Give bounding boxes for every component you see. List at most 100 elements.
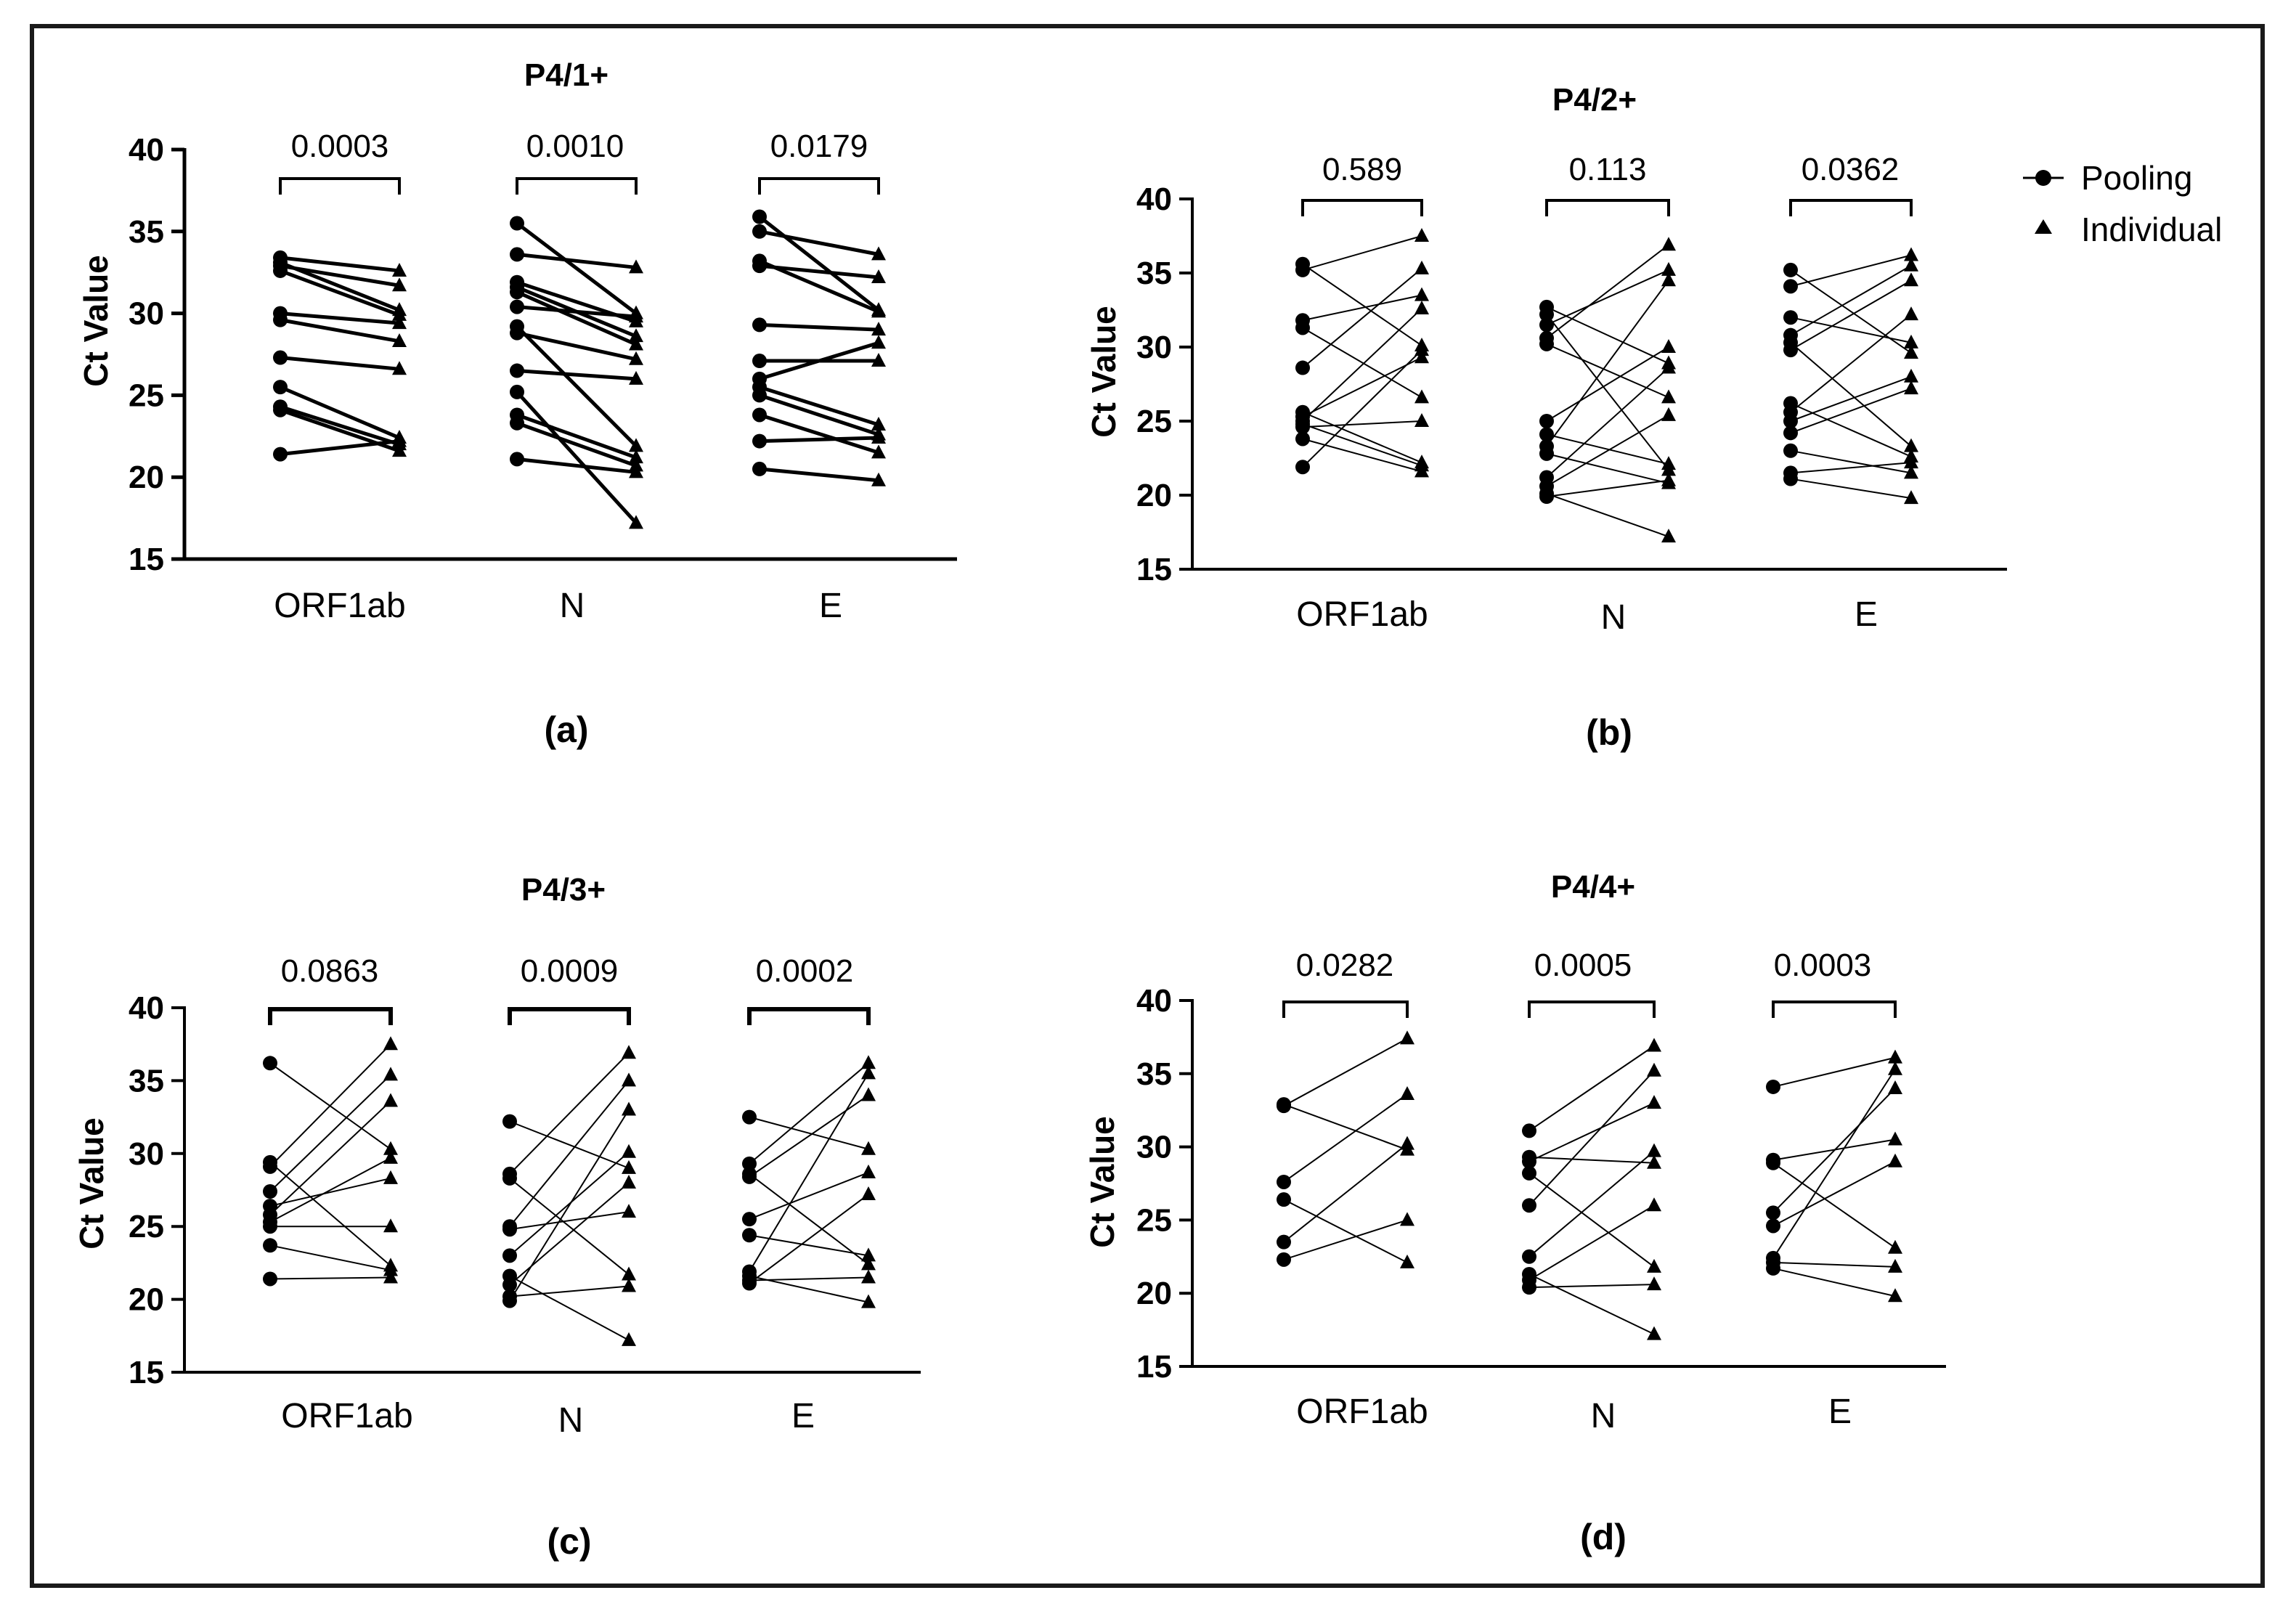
panel-b-pair-line-orf1ab-1 [1302, 235, 1422, 271]
panel-b-pair-line-orf1ab-11 [1302, 349, 1422, 468]
panel-c-bracket-orf1ab [268, 1007, 393, 1025]
panel-a-bracket-e [758, 177, 880, 195]
panel-a-individual-point-e-1 [871, 246, 886, 261]
panel-d-pair-line-orf1ab-5 [1283, 1219, 1408, 1260]
panel-a-ytick-label-15: 15 [129, 542, 164, 577]
panel-a-pair-line-e-0 [758, 215, 880, 312]
panel-d-pooling-point-n-2 [1522, 1154, 1536, 1169]
panel-c-individual-point-e-2 [861, 1256, 876, 1271]
panel-c-individual-point-n-8 [622, 1278, 636, 1292]
panel-a-pair-line-e-4 [759, 322, 879, 332]
panel-d-pair-line-e-7 [1772, 1267, 1896, 1297]
panel-b-individual-point-orf1ab-11 [1414, 342, 1429, 356]
panel-b-individual-point-orf1ab-4 [1414, 260, 1429, 274]
panel-d-individual-point-e-2 [1888, 1239, 1902, 1254]
panel-b-pair-line-e-2 [1790, 317, 1912, 343]
panel-b-pvalue-orf1ab: 0.589 [1322, 152, 1402, 187]
panel-b-ytick-label-40: 40 [1136, 182, 1172, 217]
panel-d-pair-line-orf1ab-3 [1283, 1199, 1408, 1263]
panel-c-pair-line-n-9 [509, 1109, 630, 1302]
panel-b-pair-line-e-1 [1790, 254, 1912, 288]
panel-d-pair-line-e-4 [1772, 1160, 1896, 1227]
panel-a-individual-point-n-4 [629, 336, 643, 351]
panel-d-pooling-point-orf1ab-4 [1277, 1234, 1291, 1250]
panel-c-category-orf1ab: ORF1ab [281, 1397, 412, 1435]
panel-c-pair-line-e-6 [749, 1072, 869, 1272]
panel-c-pair-line-orf1ab-6 [269, 1157, 391, 1223]
panel-c-pooling-point-n-9 [502, 1293, 517, 1308]
panel-d-pooling-point-orf1ab-5 [1277, 1252, 1291, 1267]
panel-c-individual-point-n-2 [622, 1266, 636, 1281]
panel-d-individual-point-e-5 [1888, 1061, 1902, 1075]
panel-d-ytick-label-20: 20 [1136, 1276, 1172, 1311]
panel-b-individual-point-orf1ab-6 [1414, 349, 1429, 364]
panel-a-ytick-label-35: 35 [129, 214, 164, 250]
panel-c-individual-point-n-7 [622, 1174, 636, 1189]
panel-c-pooling-point-e-0 [742, 1109, 757, 1125]
panel-a-pair-line-n-7 [516, 331, 637, 362]
panel-a-individual-point-e-4 [871, 322, 886, 336]
panel-c-title: P4/3+ [521, 872, 606, 908]
panel-a-pooling-point-orf1ab-7 [273, 380, 288, 395]
panel-a-individual-point-n-5 [629, 309, 643, 323]
panel-a-pair-line-n-11 [516, 421, 637, 468]
panel-a-pair-line-orf1ab-10 [280, 439, 400, 457]
panel-b-pair-line-orf1ab-5 [1302, 411, 1422, 464]
panel-a-category-orf1ab: ORF1ab [274, 587, 405, 625]
panel-c-pvalue-e: 0.0002 [756, 953, 854, 989]
panel-a-pair-line-e-8 [759, 394, 879, 436]
panel-c-ytick-label-15: 15 [129, 1355, 164, 1390]
panel-c-label: (c) [547, 1521, 591, 1562]
panel-d-individual-point-n-4 [1647, 1062, 1661, 1077]
panel-a-title: P4/1+ [524, 57, 608, 93]
legend-individual-marker [2035, 219, 2052, 234]
panel-d-pair-line-e-0 [1772, 1056, 1896, 1088]
panel-c-pair-line-e-4 [749, 1171, 869, 1220]
legend-individual-label: Individual [2081, 211, 2222, 248]
panel-c-individual-point-orf1ab-3 [383, 1067, 398, 1081]
panel-c-pooling-point-n-7 [502, 1277, 517, 1292]
panel-b-individual-point-n-7 [1661, 272, 1676, 287]
panel-b-pair-line-e-6 [1790, 402, 1912, 457]
panel-b-pooling-point-e-0 [1783, 262, 1798, 277]
panel-b-pooling-point-e-2 [1783, 310, 1798, 325]
panel-a-individual-point-n-1 [629, 259, 643, 274]
panel-c-ytick-label-35: 35 [129, 1063, 164, 1099]
panel-a-bracket-n [516, 177, 638, 195]
panel-d-ylabel: Ct Value [1083, 1116, 1121, 1248]
panel-b-pooling-point-orf1ab-9 [1295, 420, 1310, 435]
panel-a-pair-line-e-11 [759, 467, 879, 483]
panel-c-individual-point-e-8 [861, 1269, 876, 1284]
panel-b-ytick-label-25: 25 [1136, 404, 1172, 439]
panel-a-pair-line-n-12 [516, 457, 637, 474]
panel-a-individual-point-n-12 [629, 464, 643, 478]
panel-b-pooling-point-e-1 [1783, 279, 1798, 294]
panel-a-pair-line-n-4 [516, 290, 638, 346]
panel-c-pooling-point-e-5 [742, 1228, 757, 1243]
panel-b-ylabel: Ct Value [1085, 306, 1123, 438]
panel-c-pair-line-n-6 [509, 1275, 630, 1341]
panel-b-pooling-point-e-8 [1783, 414, 1798, 428]
panel-b-pair-line-orf1ab-8 [1302, 423, 1422, 467]
panel-a-pooling-point-e-0 [752, 209, 767, 224]
panel-c-individual-point-n-9 [622, 1101, 636, 1116]
panel-c-pair-line-n-8 [509, 1285, 630, 1297]
panel-a-pair-line-n-5 [516, 305, 637, 319]
panel-b-pooling-point-e-5 [1783, 343, 1798, 358]
panel-d-bracket-e [1772, 1000, 1897, 1018]
panel-c-individual-point-n-5 [622, 1144, 636, 1158]
panel-d-pair-line-e-2 [1772, 1162, 1896, 1249]
panel-d-category-orf1ab: ORF1ab [1296, 1393, 1428, 1431]
panel-a-pooling-point-e-3 [752, 258, 767, 274]
panel-b-category-orf1ab: ORF1ab [1296, 595, 1428, 634]
panel-a-individual-point-n-3 [629, 328, 643, 343]
panel-a-pair-line-e-3 [759, 264, 879, 280]
panel-c-pair-line-n-2 [509, 1178, 630, 1276]
panel-a-pair-line-orf1ab-8 [280, 404, 400, 447]
panel-c-pair-line-e-2 [749, 1173, 869, 1265]
panel-a-pvalue-n: 0.0010 [526, 129, 624, 164]
panel-c-individual-point-n-3 [622, 1072, 636, 1087]
panel-a-pooling-point-e-8 [752, 388, 767, 403]
panel-b-category-n: N [1601, 598, 1627, 637]
panel-c-pooling-point-n-0 [502, 1114, 517, 1129]
